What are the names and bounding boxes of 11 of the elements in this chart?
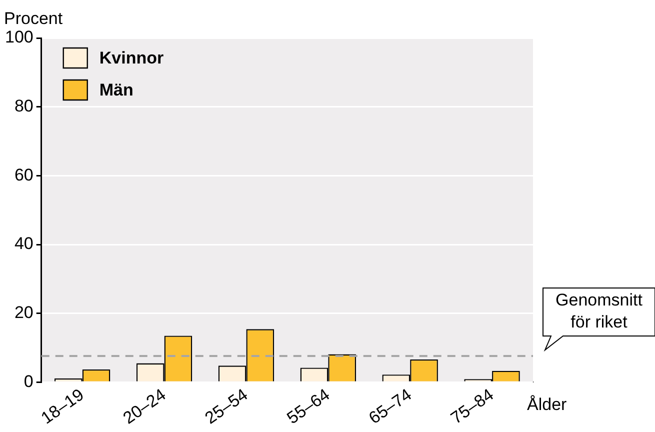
y-tick-label: 20 <box>14 303 34 322</box>
legend-label: Män <box>99 80 134 100</box>
ref-line-label: Genomsnitt för riket <box>556 290 643 332</box>
y-tick-label: 80 <box>14 96 34 116</box>
y-tick-label: 40 <box>14 234 34 254</box>
y-axis-title: Procent <box>4 9 63 28</box>
y-tick-label: 0 <box>24 372 34 391</box>
x-axis-title: Ålder <box>527 395 568 414</box>
y-tick-label: 60 <box>14 165 34 184</box>
y-tick-label: 100 <box>4 28 34 47</box>
legend-label: Kvinnor <box>99 48 164 68</box>
